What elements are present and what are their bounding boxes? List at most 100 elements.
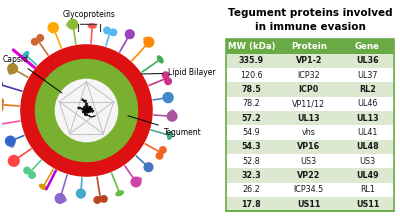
Text: 57.2: 57.2 <box>242 114 261 123</box>
Circle shape <box>0 97 4 105</box>
FancyBboxPatch shape <box>226 68 277 82</box>
Text: RL2: RL2 <box>359 85 376 94</box>
Text: Gene: Gene <box>355 42 380 51</box>
Circle shape <box>67 19 78 30</box>
Text: ICP32: ICP32 <box>297 71 320 80</box>
Circle shape <box>68 67 76 75</box>
Circle shape <box>36 34 44 42</box>
Circle shape <box>88 154 96 162</box>
Text: UL36: UL36 <box>356 56 379 65</box>
FancyBboxPatch shape <box>340 82 394 97</box>
Circle shape <box>62 197 67 202</box>
Circle shape <box>66 22 71 28</box>
Ellipse shape <box>115 190 124 196</box>
Text: ICP34.5: ICP34.5 <box>294 185 324 194</box>
Circle shape <box>108 66 116 74</box>
Text: UL49: UL49 <box>356 171 379 180</box>
Text: 17.8: 17.8 <box>242 200 261 209</box>
Text: UL37: UL37 <box>357 71 378 80</box>
Circle shape <box>88 143 96 151</box>
Text: UL13: UL13 <box>356 114 379 123</box>
Text: 78.2: 78.2 <box>242 99 260 108</box>
Circle shape <box>56 66 64 74</box>
Ellipse shape <box>22 51 29 59</box>
Text: 54.3: 54.3 <box>242 142 261 151</box>
Circle shape <box>125 29 135 39</box>
FancyBboxPatch shape <box>340 54 394 68</box>
Circle shape <box>118 135 126 143</box>
FancyBboxPatch shape <box>340 183 394 197</box>
FancyBboxPatch shape <box>277 97 340 111</box>
FancyBboxPatch shape <box>226 111 277 125</box>
Text: VP16: VP16 <box>297 142 320 151</box>
FancyBboxPatch shape <box>340 168 394 183</box>
Circle shape <box>0 104 4 112</box>
Circle shape <box>99 151 107 159</box>
FancyBboxPatch shape <box>226 154 277 168</box>
Circle shape <box>5 135 16 147</box>
Circle shape <box>80 63 88 70</box>
Text: Glycoproteins: Glycoproteins <box>62 10 115 19</box>
Circle shape <box>66 76 74 84</box>
Text: in immune evasion: in immune evasion <box>254 23 366 32</box>
FancyBboxPatch shape <box>340 39 394 54</box>
Circle shape <box>111 139 119 147</box>
Text: 52.8: 52.8 <box>242 157 260 166</box>
Circle shape <box>44 82 52 90</box>
FancyBboxPatch shape <box>277 54 340 68</box>
Text: RL1: RL1 <box>360 185 375 194</box>
Circle shape <box>101 139 109 147</box>
Circle shape <box>78 149 86 157</box>
Circle shape <box>156 152 164 160</box>
Circle shape <box>75 73 83 81</box>
Text: US3: US3 <box>359 157 376 166</box>
FancyBboxPatch shape <box>277 154 340 168</box>
Circle shape <box>66 144 74 152</box>
Text: vhs: vhs <box>302 128 316 137</box>
Text: Capsid: Capsid <box>2 55 62 93</box>
FancyBboxPatch shape <box>340 111 394 125</box>
FancyBboxPatch shape <box>340 197 394 211</box>
FancyBboxPatch shape <box>340 140 394 154</box>
Circle shape <box>87 72 95 80</box>
Circle shape <box>58 148 66 156</box>
Circle shape <box>162 71 170 79</box>
FancyBboxPatch shape <box>277 168 340 183</box>
Circle shape <box>144 37 154 48</box>
Circle shape <box>38 112 46 120</box>
Text: UL48: UL48 <box>356 142 379 151</box>
Circle shape <box>170 109 175 114</box>
Ellipse shape <box>88 23 97 29</box>
Circle shape <box>28 171 36 179</box>
Text: 32.3: 32.3 <box>242 171 261 180</box>
Circle shape <box>164 77 172 85</box>
Circle shape <box>124 126 132 134</box>
Text: US11: US11 <box>356 200 379 209</box>
Circle shape <box>143 36 148 42</box>
Circle shape <box>144 162 154 172</box>
Circle shape <box>109 148 117 156</box>
Text: MW (kDa): MW (kDa) <box>228 42 275 51</box>
Circle shape <box>159 146 167 154</box>
Circle shape <box>44 106 52 114</box>
Ellipse shape <box>157 55 164 63</box>
Circle shape <box>35 59 138 162</box>
Circle shape <box>55 130 63 138</box>
Circle shape <box>7 63 18 74</box>
Text: Lipid Bilayer: Lipid Bilayer <box>141 69 216 77</box>
FancyBboxPatch shape <box>277 111 340 125</box>
FancyBboxPatch shape <box>277 39 340 54</box>
Circle shape <box>35 59 138 162</box>
Circle shape <box>31 38 39 46</box>
Circle shape <box>96 67 104 75</box>
Circle shape <box>114 87 122 95</box>
FancyBboxPatch shape <box>226 168 277 183</box>
FancyBboxPatch shape <box>340 125 394 140</box>
Circle shape <box>126 90 134 98</box>
Circle shape <box>119 105 127 113</box>
Circle shape <box>42 125 50 133</box>
Circle shape <box>51 142 59 150</box>
Circle shape <box>23 166 31 174</box>
Circle shape <box>100 195 108 203</box>
Circle shape <box>131 100 139 108</box>
